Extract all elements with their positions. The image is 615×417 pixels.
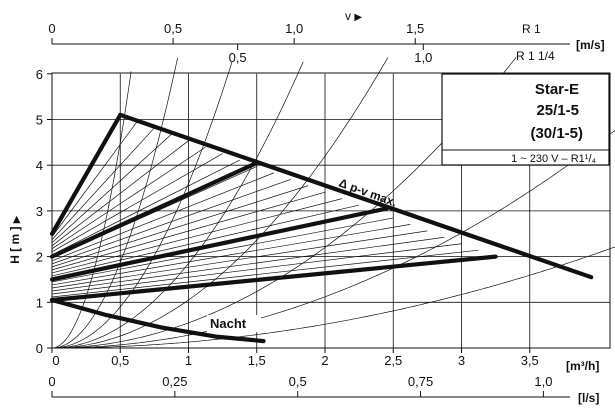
system-curve-1: [51, 57, 178, 349]
bottom-ticks: 0 0,25 0,5 0,75 1,0: [48, 374, 552, 397]
y-tick-label-6: 6: [36, 67, 43, 82]
series-line-4: [49, 297, 266, 344]
x-tick-label-0: 0: [52, 353, 59, 368]
x-tick-label-2: 1: [185, 353, 192, 368]
y-tick-label-0: 0: [36, 341, 43, 356]
system-curve-2: [51, 61, 233, 349]
hatch-line-18: [51, 140, 189, 247]
series-line-1: [49, 160, 259, 259]
x-tick-label-3: 1,5: [248, 353, 266, 368]
r114-label: R 1 1/4: [516, 49, 555, 63]
series-line-2: [49, 206, 389, 282]
top-r114-tick-label-0: 0,5: [229, 50, 247, 65]
hatch-line-17: [51, 146, 206, 250]
hatch-line-11: [51, 185, 309, 268]
top-r1-tick-label-1: 0,5: [164, 21, 182, 36]
top-r1-ticks: 0 0,5 1,0 1,5: [48, 21, 424, 44]
hatch-line-13: [51, 172, 274, 262]
top-r1-tick-label-3: 1,5: [406, 21, 424, 36]
plot-area: Star-E 25/1-5 (30/1-5) 1 ~ 230 V – R1¹/₄…: [49, 57, 615, 349]
legend-model-1: 25/1-5: [536, 102, 579, 119]
top-velocity-axis: 0 0,5 1,0 1,5 0,5 1,0 v ▶ R 1 R 1 1/4 [m/s]: [48, 9, 604, 65]
y-axis-label: H [ m ] ▶: [8, 215, 22, 264]
bottom-tick-label-0: 0: [48, 374, 55, 389]
series-lines: [49, 112, 594, 344]
y-tick-label-4: 4: [36, 158, 43, 173]
legend-box: Star-E 25/1-5 (30/1-5) 1 ~ 230 V – R1¹/₄: [441, 73, 610, 166]
x-axis: [m³/h] 0 0,5 1 1,5 2 2,5 3 3,5: [51, 348, 599, 373]
top-r1-tick-label-0: 0: [48, 21, 55, 36]
hatch-line-3: [51, 236, 445, 292]
hatch-line-4: [51, 230, 428, 289]
hatch-line-6: [51, 217, 394, 283]
system-curve-6: [52, 129, 615, 349]
hatch-line-9: [51, 198, 343, 274]
y-tick-label-3: 3: [36, 204, 43, 219]
bottom-flow-axis: 0 0,25 0,5 0,75 1,0 [l/s]: [48, 374, 599, 405]
x-tick-label-4: 2: [321, 353, 328, 368]
bottom-tick-label-3: 0,75: [408, 374, 433, 389]
hatch-line-15: [51, 159, 240, 256]
top-axis-unit: [m/s]: [576, 38, 605, 52]
night-label-bg: [207, 315, 261, 332]
x-axis-unit: [m³/h]: [566, 359, 599, 373]
hatch-line-19: [51, 133, 172, 244]
x-tick-label-7: 3,5: [521, 353, 539, 368]
legend-frame: [441, 73, 610, 166]
y-tick-label-5: 5: [36, 113, 43, 128]
hatch-line-5: [51, 224, 411, 286]
system-curve-3: [52, 61, 304, 349]
legend-supply: 1 ~ 230 V – R1¹/₄: [511, 153, 596, 165]
bottom-axis-unit: [l/s]: [578, 391, 599, 405]
series-line-3: [49, 254, 498, 303]
hatch-line-10: [51, 191, 326, 271]
y-axis: H [ m ] ▶ 0 1 2 3 4 5 6: [8, 67, 52, 356]
hatch-line-12: [51, 178, 291, 265]
hatch-line-1: [51, 249, 479, 298]
bottom-tick-label-4: 1,0: [534, 374, 552, 389]
system-curve-4: [52, 57, 389, 349]
top-r1-tick-label-2: 1,0: [285, 21, 303, 36]
y-tick-label-1: 1: [36, 295, 43, 310]
system-curve-7: [52, 246, 615, 349]
hatch-line-21: [51, 121, 138, 237]
hatch-line-16: [51, 153, 223, 253]
top-axis-label: v ▶: [345, 9, 362, 23]
x-tick-label-5: 2,5: [384, 353, 402, 368]
x-tick-label-6: 3: [458, 353, 465, 368]
system-curve-0: [51, 71, 132, 349]
bottom-tick-label-2: 0,5: [289, 374, 307, 389]
hatch-line-8: [51, 204, 360, 277]
series-line-0: [49, 112, 594, 280]
r1-label: R 1: [522, 22, 541, 36]
legend-title: Star-E: [535, 81, 579, 98]
bottom-tick-label-1: 0,25: [162, 374, 187, 389]
legend-model-2: (30/1-5): [530, 125, 583, 142]
x-tick-label-1: 0,5: [111, 353, 129, 368]
top-r114-tick-label-1: 1,0: [414, 50, 432, 65]
night-label: Nacht: [210, 316, 247, 331]
top-r114-ticks: 0,5 1,0: [229, 44, 432, 65]
hatch-line-2: [51, 243, 462, 295]
hatch-line-20: [51, 127, 155, 241]
y-tick-label-2: 2: [36, 250, 43, 265]
